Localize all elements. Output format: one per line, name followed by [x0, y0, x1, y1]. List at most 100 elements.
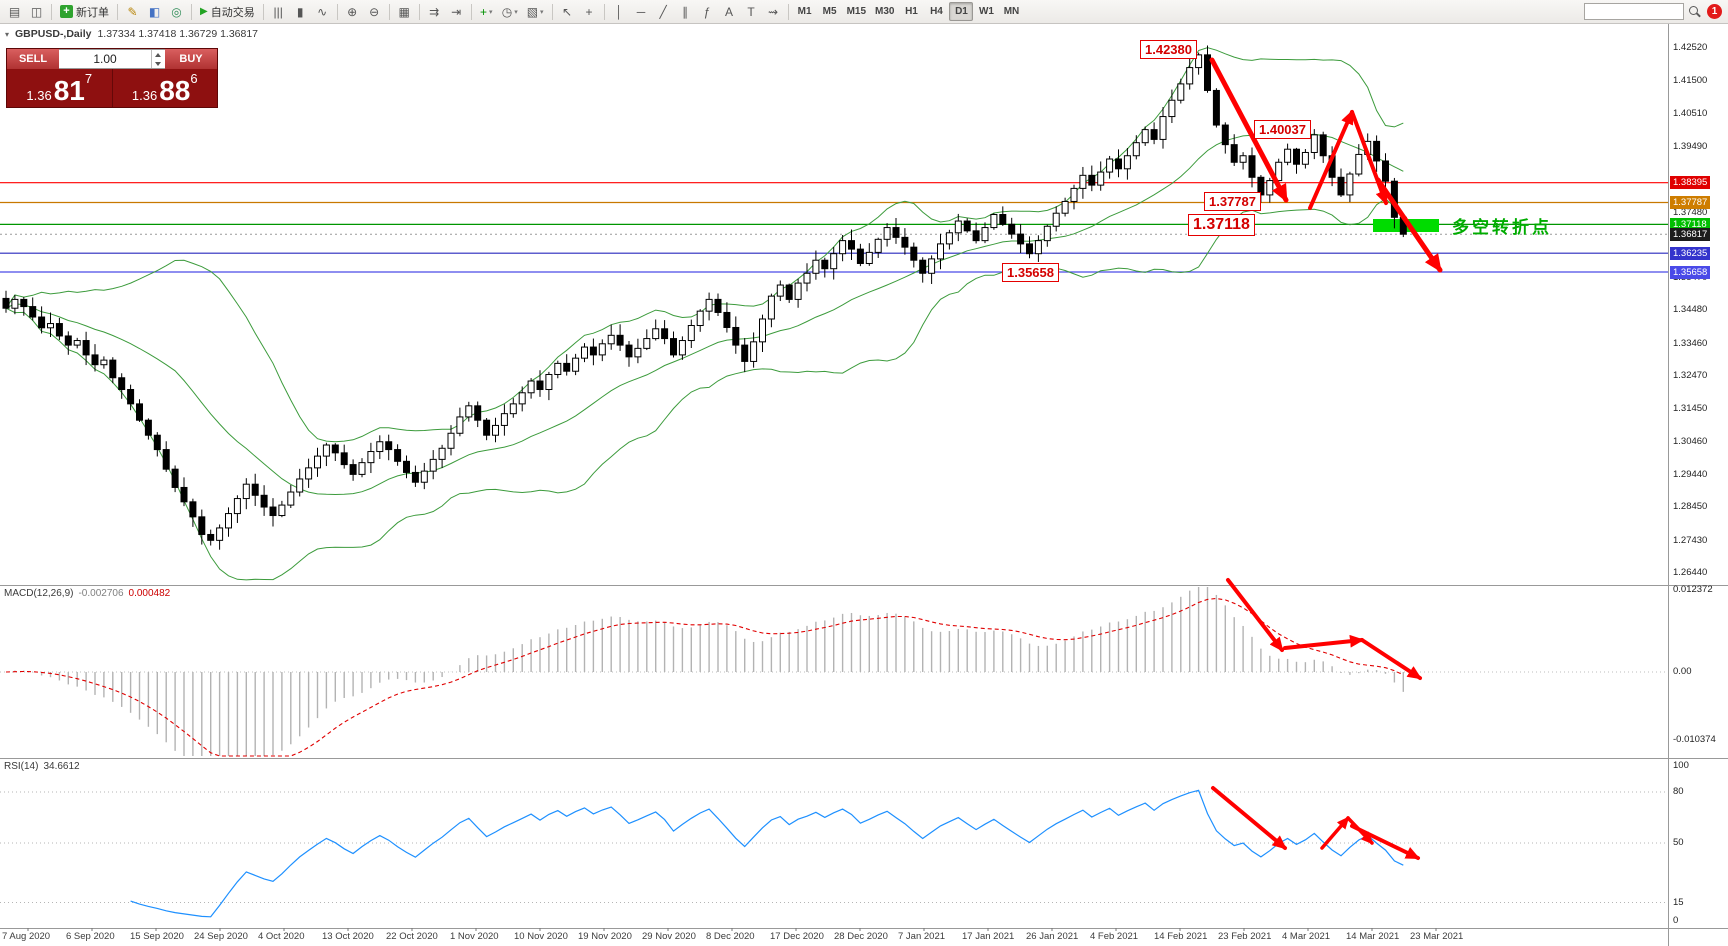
- autotrading-button[interactable]: ▶ 自动交易: [196, 2, 259, 21]
- chevron-down-icon: ▾: [488, 8, 493, 16]
- vertical-line-icon: │: [615, 4, 623, 19]
- periods-button[interactable]: ◷ ▾: [498, 2, 522, 21]
- channel-icon: ∥: [682, 4, 689, 19]
- bar-chart-button[interactable]: |||: [268, 2, 289, 21]
- price-tick: 1.32470: [1673, 370, 1708, 382]
- price-tag: 1.37118: [1670, 217, 1710, 231]
- buy-button[interactable]: BUY: [165, 49, 217, 69]
- date-label: 22 Oct 2020: [386, 931, 438, 942]
- macd-signal-value: 0.000482: [128, 588, 171, 599]
- indicators-button[interactable]: + ▾: [476, 2, 497, 21]
- price-callout[interactable]: 1.40037: [1254, 120, 1311, 139]
- timeframe-m30-button[interactable]: M30: [875, 6, 895, 17]
- price-callout[interactable]: 1.37787: [1204, 192, 1261, 211]
- text-icon: A: [725, 4, 734, 19]
- candlestick-chart-button[interactable]: ▮: [290, 2, 311, 21]
- template-button[interactable]: ▧ ▾: [523, 2, 548, 21]
- symbol-search-input[interactable]: [1584, 3, 1684, 20]
- line-chart-button[interactable]: ∿: [312, 2, 333, 21]
- crosshair-button[interactable]: +: [579, 2, 600, 21]
- toolbar-separator: [262, 3, 264, 20]
- trend-arrows-rsi[interactable]: [1211, 786, 1421, 860]
- lot-spinner[interactable]: [151, 50, 165, 68]
- text-button[interactable]: A: [719, 2, 740, 21]
- turning-point-label[interactable]: 多空转折点: [1452, 218, 1552, 237]
- rsi-scale-label: 100: [1673, 760, 1689, 771]
- macd-pane: [0, 587, 1668, 757]
- chevron-down-icon: ▾: [514, 8, 518, 16]
- arrows-button[interactable]: ⇝: [763, 2, 784, 21]
- time-axis-ticks: [27, 928, 1437, 931]
- price-tag: 1.38395: [1670, 176, 1711, 190]
- sell-price-prefix: 1.36: [26, 88, 52, 103]
- channel-button[interactable]: ∥: [675, 2, 696, 21]
- vertical-line-button[interactable]: │: [609, 2, 630, 21]
- buy-price-pip: 6: [190, 71, 198, 86]
- sell-price-button[interactable]: 1.36 81 7: [7, 69, 112, 107]
- horizontal-line-button[interactable]: ─: [631, 2, 652, 21]
- buy-price-button[interactable]: 1.36 88 6: [111, 69, 218, 107]
- autotrading-play-icon: ▶: [200, 6, 208, 17]
- tile-windows-button[interactable]: ▦: [394, 2, 415, 21]
- timeframe-m1-button[interactable]: M1: [797, 6, 812, 17]
- navigator-button[interactable]: ◎: [166, 2, 187, 21]
- macd-scale-label: 0.012372: [1673, 584, 1713, 596]
- macd-main-value: -0.002706: [78, 588, 124, 599]
- label-button[interactable]: T: [741, 2, 762, 21]
- cursor-button[interactable]: ↖: [557, 2, 578, 21]
- macd-scale-label: -0.010374: [1673, 734, 1716, 746]
- timeframe-m5-button[interactable]: M5: [822, 6, 837, 17]
- trend-arrows-macd[interactable]: [1226, 578, 1423, 680]
- auto-scroll-button[interactable]: ⇉: [424, 2, 445, 21]
- timeframe-h1-button[interactable]: H1: [905, 6, 918, 17]
- notifications-badge[interactable]: 1: [1707, 4, 1722, 19]
- toolbar-separator: [51, 3, 52, 20]
- toolbar-separator: [787, 3, 789, 20]
- lot-size-input[interactable]: [59, 50, 151, 68]
- trendline-icon: ╱: [659, 4, 667, 19]
- chart-ohlc-values: 1.37334 1.37418 1.36729 1.36817: [97, 28, 259, 40]
- zoom-out-button[interactable]: ⊖: [364, 2, 385, 21]
- date-label: 29 Nov 2020: [642, 931, 696, 942]
- date-label: 13 Oct 2020: [322, 931, 374, 942]
- timeframe-d1-button[interactable]: D1: [949, 2, 974, 21]
- trendline-button[interactable]: ╱: [653, 2, 674, 21]
- date-label: 17 Dec 2020: [770, 931, 824, 942]
- chart-shift-icon: ⇥: [451, 4, 462, 19]
- search-icon[interactable]: [1688, 5, 1702, 19]
- price-callout[interactable]: 1.35658: [1002, 263, 1059, 282]
- date-label: 23 Mar 2021: [1410, 931, 1464, 942]
- line-chart-icon: ∿: [317, 4, 328, 19]
- metaeditor-button[interactable]: ✎: [122, 2, 143, 21]
- zoom-in-button[interactable]: ⊕: [342, 2, 363, 21]
- buy-price-prefix: 1.36: [131, 88, 158, 103]
- toolbar-separator: [470, 3, 472, 20]
- cursor-icon: ↖: [562, 4, 573, 19]
- price-tick: 1.30460: [1673, 435, 1708, 447]
- date-label: 7 Jan 2021: [898, 931, 946, 942]
- timeframe-m15-button[interactable]: M15: [846, 6, 867, 17]
- price-tick: 1.28450: [1673, 501, 1708, 513]
- price-callout[interactable]: 1.42380: [1140, 40, 1197, 59]
- sell-button[interactable]: SELL: [7, 49, 59, 69]
- timeframe-h4-button[interactable]: H4: [930, 6, 943, 17]
- date-label: 4 Feb 2021: [1090, 931, 1139, 942]
- new-order-button[interactable]: + 新订单: [56, 2, 113, 21]
- fibonacci-button[interactable]: ƒ: [697, 2, 718, 21]
- price-callout[interactable]: 1.37118: [1188, 214, 1255, 236]
- zoom-out-icon: ⊖: [369, 4, 380, 19]
- metaeditor-icon: ✎: [127, 4, 138, 19]
- tick-chart-button[interactable]: ◫: [26, 2, 47, 21]
- rsi-scale-label: 80: [1673, 786, 1684, 797]
- timeframe-w1-button[interactable]: W1: [978, 6, 994, 17]
- timeframe-mn-button[interactable]: MN: [1003, 6, 1020, 17]
- trend-arrows-main[interactable]: [1209, 57, 1443, 273]
- date-label: 24 Sep 2020: [194, 931, 248, 942]
- charts-toggle-button[interactable]: ▤: [4, 2, 25, 21]
- chart-shift-button[interactable]: ⇥: [446, 2, 467, 21]
- template-icon: ▧: [526, 4, 539, 19]
- market-watch-button[interactable]: ◧: [144, 2, 165, 21]
- bar-chart-icon: |||: [273, 4, 283, 19]
